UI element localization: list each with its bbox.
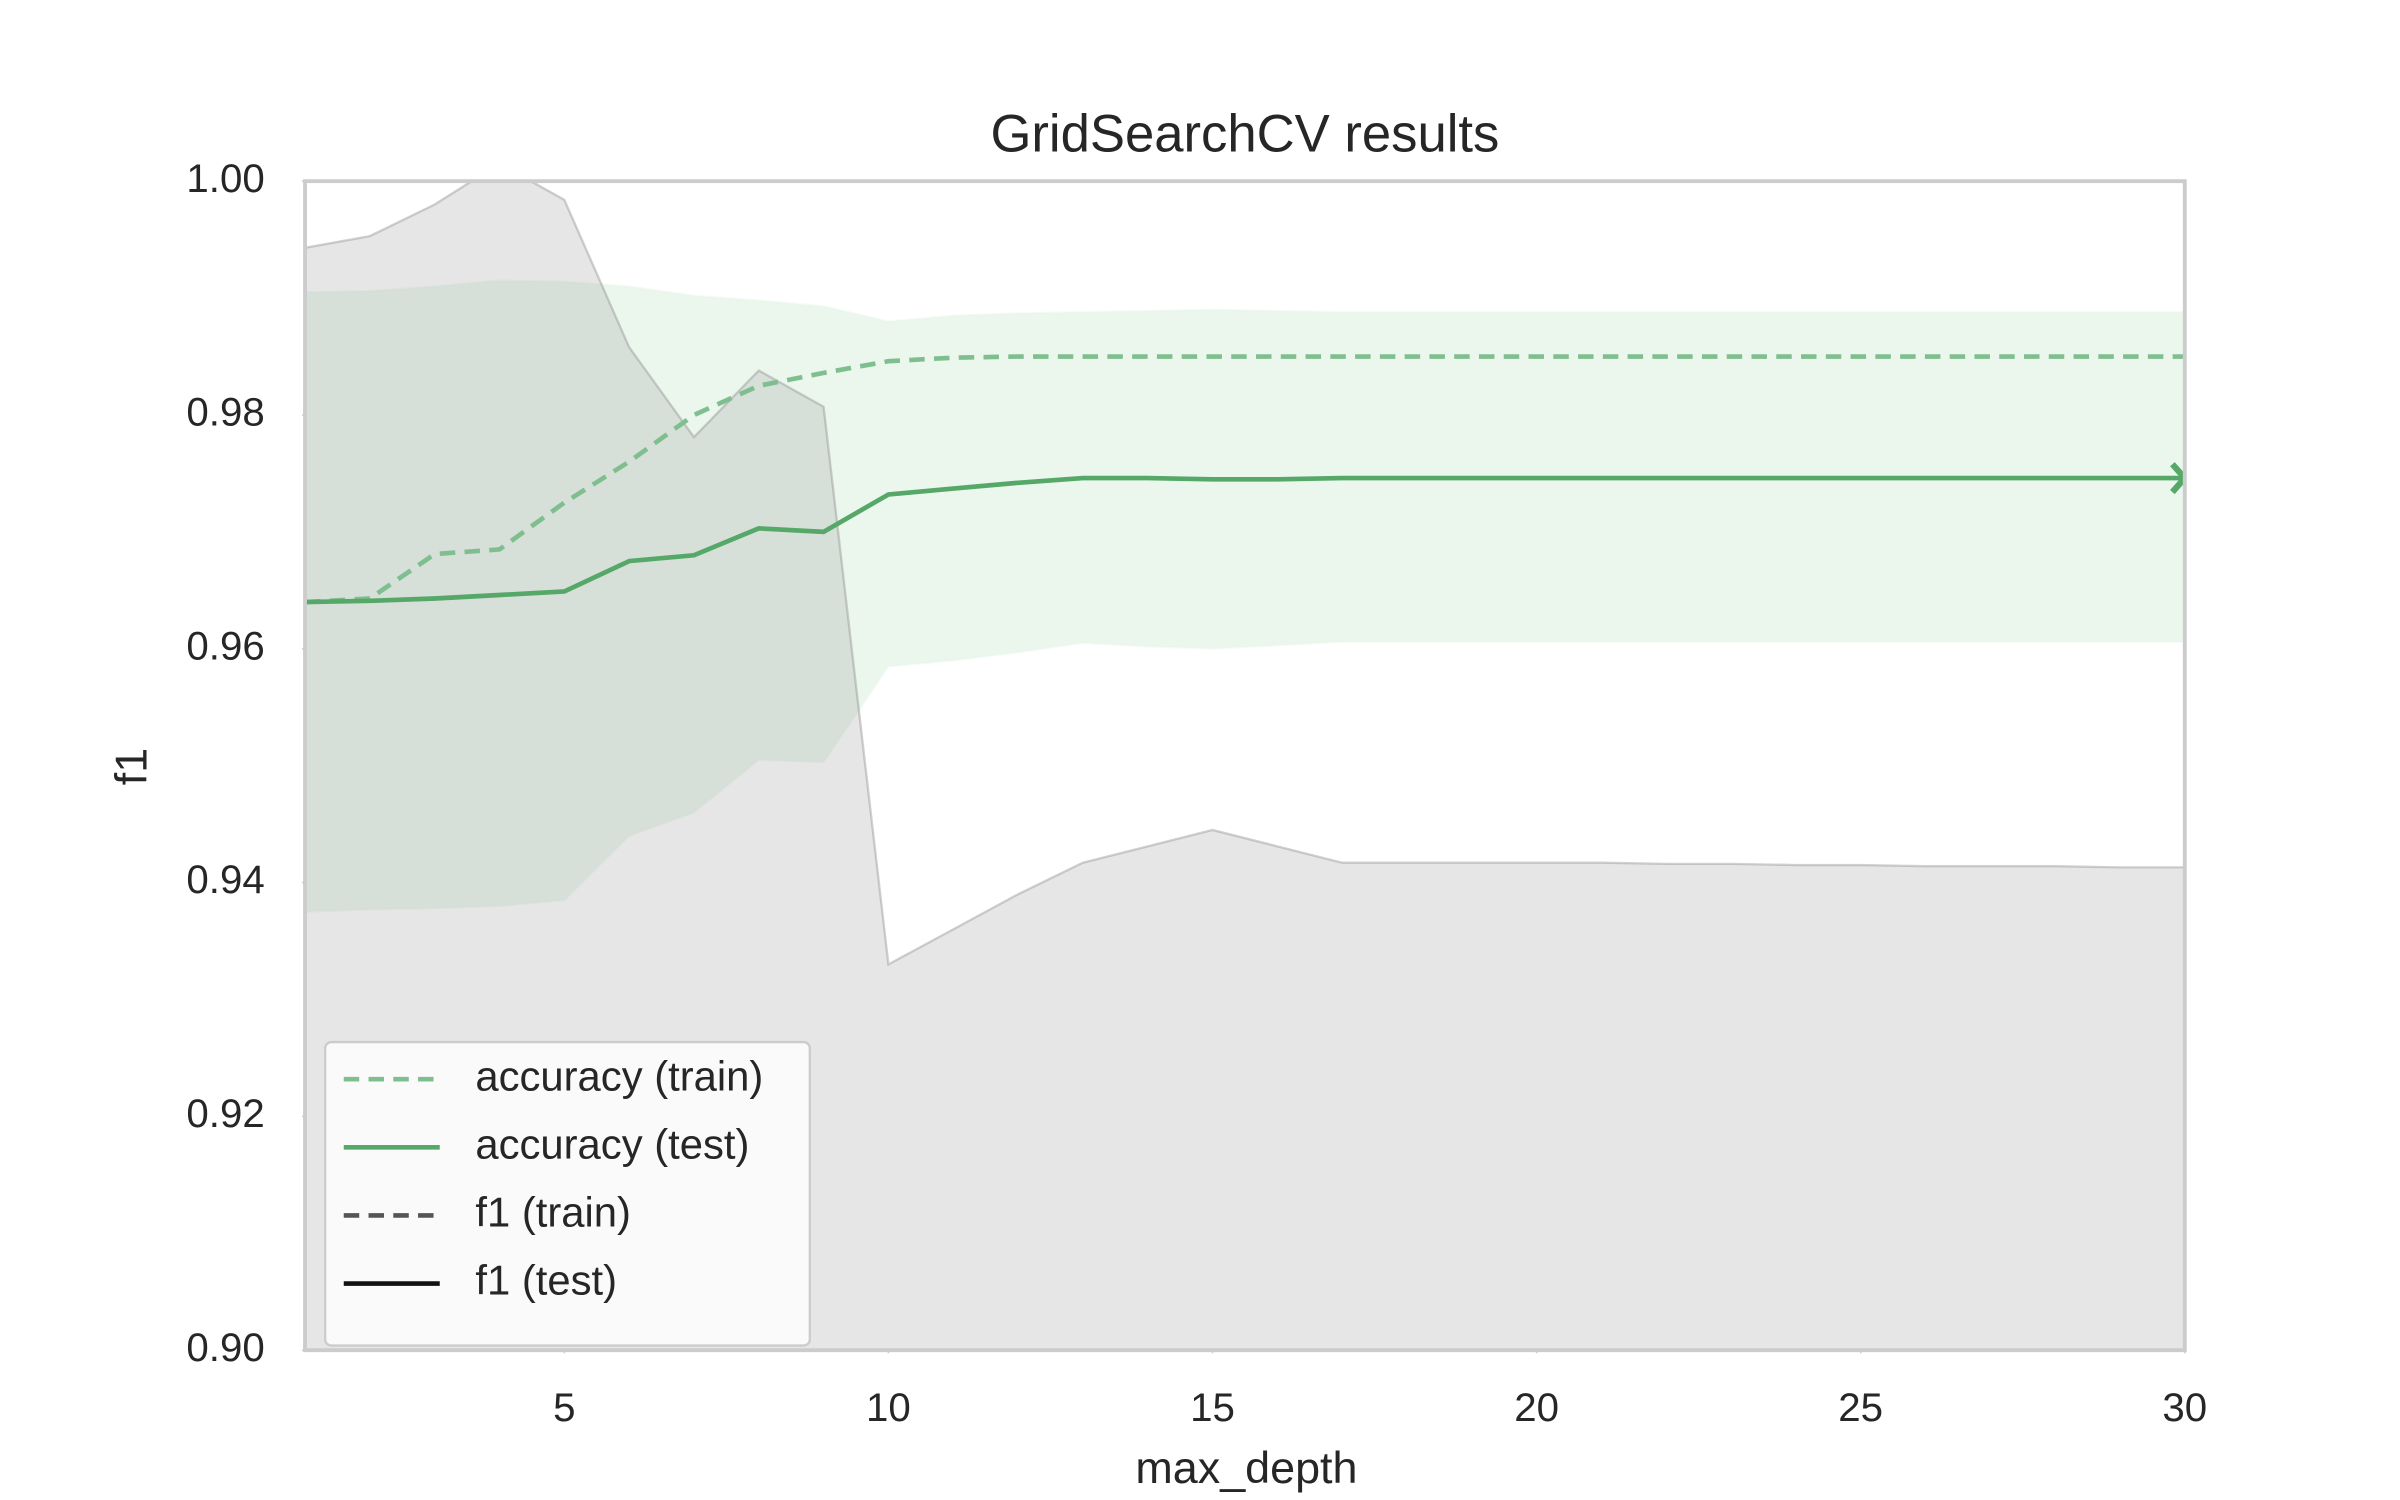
chart-title: GridSearchCV results — [990, 105, 1499, 164]
series-line — [305, 475, 2185, 605]
y-tick-label: 0.96 — [186, 623, 264, 668]
x-tick-label: 20 — [1514, 1385, 1559, 1430]
x-tick-label: 30 — [2162, 1385, 2207, 1430]
series-line — [305, 354, 2185, 605]
y-tick-label: 0.94 — [186, 857, 264, 902]
x-axis-label: max_depth — [1135, 1442, 1357, 1493]
y-tick-label: 0.90 — [186, 1325, 264, 1370]
legend-label: f1 (test) — [475, 1257, 617, 1304]
plot-frame — [303, 179, 2187, 1353]
x-tick-label: 25 — [1838, 1385, 1883, 1430]
y-tick-label: 1.00 — [186, 156, 264, 201]
y-tick-label: 0.92 — [186, 1091, 264, 1136]
legend-label: accuracy (train) — [475, 1052, 763, 1099]
x-tick-label: 15 — [1190, 1385, 1235, 1430]
legend-box — [324, 1040, 811, 1347]
legend-label: f1 (train) — [475, 1189, 631, 1236]
y-axis-label: f1 — [106, 748, 157, 785]
legend: accuracy (train) accuracy (test) f1 (train… — [324, 1040, 811, 1347]
end-marker — [2170, 462, 2185, 495]
x-tick-label: 10 — [866, 1385, 911, 1430]
y-tick-label: 0.98 — [186, 390, 264, 435]
x-tick-label: 5 — [553, 1385, 575, 1430]
confidence-band — [305, 279, 2185, 913]
legend-label: accuracy (test) — [475, 1120, 749, 1167]
